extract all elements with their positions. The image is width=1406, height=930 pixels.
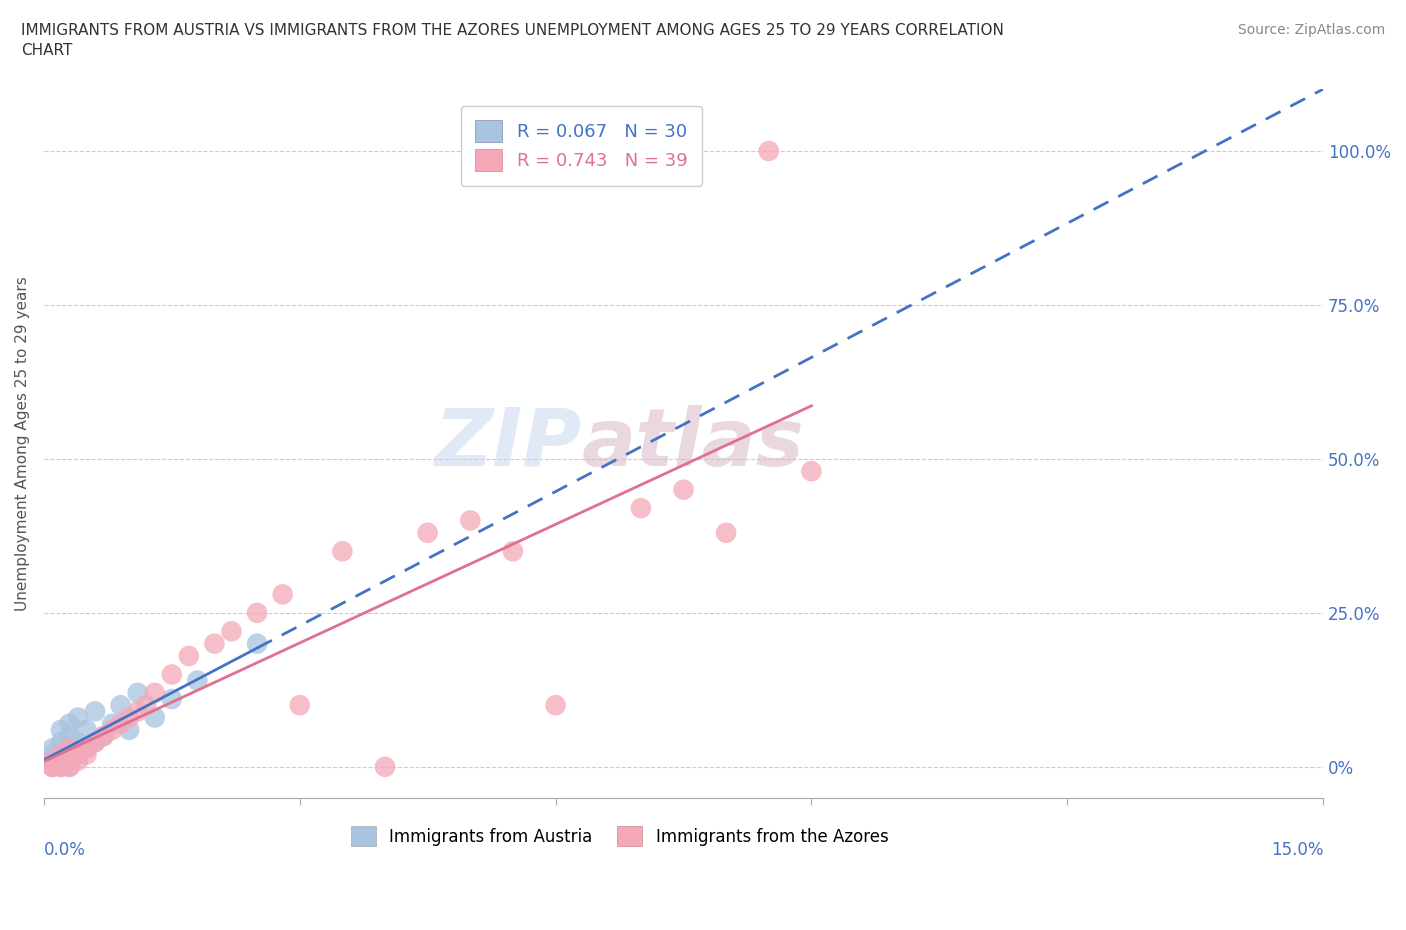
Point	[758, 143, 780, 158]
Point	[41, 753, 63, 768]
Point	[49, 747, 72, 762]
Point	[800, 464, 823, 479]
Point	[127, 685, 149, 700]
Point	[246, 605, 269, 620]
Point	[76, 741, 98, 756]
Point	[58, 728, 80, 743]
Point	[143, 711, 166, 725]
Point	[416, 525, 439, 540]
Text: IMMIGRANTS FROM AUSTRIA VS IMMIGRANTS FROM THE AZORES UNEMPLOYMENT AMONG AGES 25: IMMIGRANTS FROM AUSTRIA VS IMMIGRANTS FR…	[21, 23, 1004, 58]
Point	[41, 760, 63, 775]
Point	[58, 741, 80, 756]
Point	[58, 741, 80, 756]
Point	[49, 760, 72, 775]
Point	[332, 544, 354, 559]
Point	[118, 711, 141, 725]
Point	[143, 685, 166, 700]
Point	[84, 704, 107, 719]
Point	[76, 747, 98, 762]
Point	[41, 753, 63, 768]
Point	[58, 760, 80, 775]
Point	[186, 673, 208, 688]
Point	[66, 753, 89, 768]
Point	[66, 735, 89, 750]
Text: Source: ZipAtlas.com: Source: ZipAtlas.com	[1237, 23, 1385, 37]
Point	[101, 723, 124, 737]
Point	[374, 760, 396, 775]
Point	[58, 753, 80, 768]
Point	[101, 716, 124, 731]
Point	[49, 753, 72, 768]
Point	[84, 735, 107, 750]
Point	[66, 711, 89, 725]
Text: 0.0%: 0.0%	[44, 841, 86, 858]
Legend: Immigrants from Austria, Immigrants from the Azores: Immigrants from Austria, Immigrants from…	[344, 819, 896, 853]
Point	[135, 698, 157, 712]
Point	[93, 728, 115, 743]
Point	[204, 636, 226, 651]
Point	[544, 698, 567, 712]
Point	[160, 667, 183, 682]
Point	[93, 728, 115, 743]
Point	[118, 723, 141, 737]
Point	[49, 760, 72, 775]
Point	[76, 723, 98, 737]
Point	[49, 735, 72, 750]
Point	[177, 648, 200, 663]
Point	[288, 698, 311, 712]
Text: atlas: atlas	[581, 405, 804, 483]
Point	[66, 747, 89, 762]
Point	[84, 735, 107, 750]
Point	[160, 692, 183, 707]
Point	[58, 760, 80, 775]
Point	[127, 704, 149, 719]
Point	[41, 741, 63, 756]
Point	[41, 747, 63, 762]
Point	[49, 723, 72, 737]
Point	[221, 624, 243, 639]
Point	[110, 698, 132, 712]
Point	[630, 500, 652, 515]
Point	[246, 636, 269, 651]
Point	[714, 525, 737, 540]
Point	[76, 741, 98, 756]
Text: ZIP: ZIP	[434, 405, 581, 483]
Point	[58, 716, 80, 731]
Point	[110, 716, 132, 731]
Point	[58, 753, 80, 768]
Point	[49, 753, 72, 768]
Point	[271, 587, 294, 602]
Point	[66, 747, 89, 762]
Point	[41, 760, 63, 775]
Point	[458, 513, 481, 528]
Text: 15.0%: 15.0%	[1271, 841, 1323, 858]
Point	[672, 483, 695, 498]
Point	[502, 544, 524, 559]
Point	[49, 747, 72, 762]
Y-axis label: Unemployment Among Ages 25 to 29 years: Unemployment Among Ages 25 to 29 years	[15, 276, 30, 611]
Point	[41, 760, 63, 775]
